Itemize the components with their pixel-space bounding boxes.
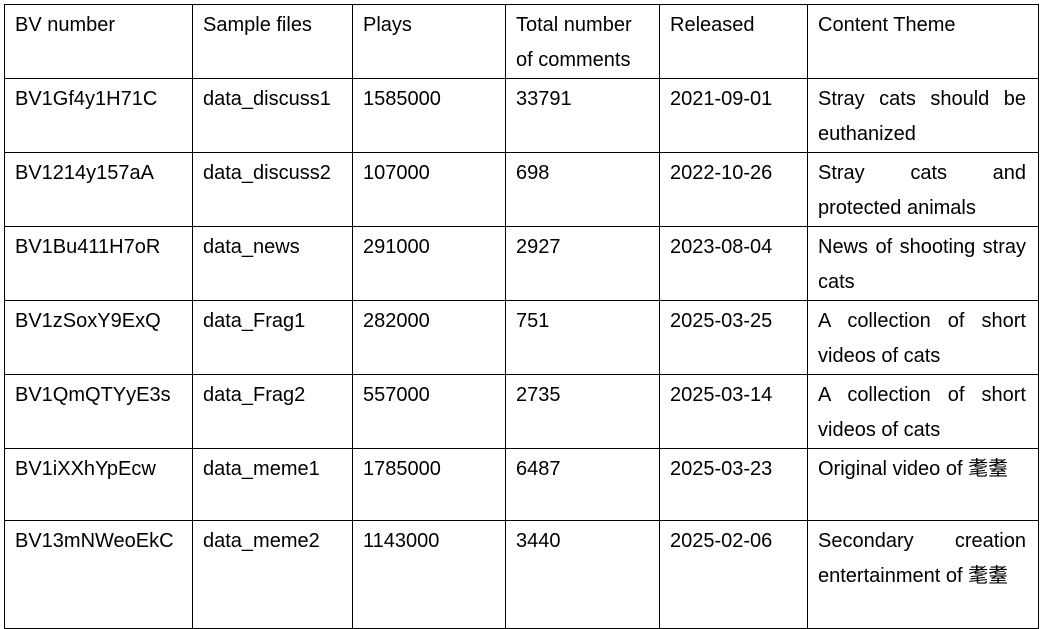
header-total-comments: Total number of comments	[505, 4, 660, 79]
cell-bv-number: BV13mNWeoEkC	[4, 520, 193, 629]
table-row: BV1iXXhYpEcw data_meme1 1785000 6487 202…	[4, 448, 1039, 521]
cell-content-theme: Secondary creation entertainment of 耄耋	[807, 520, 1039, 629]
cell-released: 2025-02-06	[659, 520, 808, 629]
video-samples-table: BV number Sample files Plays Total numbe…	[4, 4, 1039, 629]
cell-sample-file: data_Frag2	[192, 374, 353, 449]
cell-comments: 3440	[505, 520, 660, 629]
cell-comments: 698	[505, 152, 660, 227]
cell-sample-file: data_meme2	[192, 520, 353, 629]
cell-plays: 291000	[352, 226, 506, 301]
cell-content-theme: Original video of 耄耋	[807, 448, 1039, 521]
header-bv-number: BV number	[4, 4, 193, 79]
header-sample-files: Sample files	[192, 4, 353, 79]
cell-comments: 2735	[505, 374, 660, 449]
table-row: BV1Gf4y1H71C data_discuss1 1585000 33791…	[4, 78, 1039, 153]
cell-plays: 1585000	[352, 78, 506, 153]
cell-bv-number: BV1214y157aA	[4, 152, 193, 227]
cell-released: 2025-03-25	[659, 300, 808, 375]
cell-released: 2022-10-26	[659, 152, 808, 227]
header-released: Released	[659, 4, 808, 79]
cell-sample-file: data_meme1	[192, 448, 353, 521]
table-row: BV1zSoxY9ExQ data_Frag1 282000 751 2025-…	[4, 300, 1039, 375]
cell-comments: 2927	[505, 226, 660, 301]
cell-plays: 1143000	[352, 520, 506, 629]
cell-bv-number: BV1iXXhYpEcw	[4, 448, 193, 521]
cell-plays: 107000	[352, 152, 506, 227]
cell-plays: 282000	[352, 300, 506, 375]
cell-released: 2025-03-23	[659, 448, 808, 521]
cell-sample-file: data_news	[192, 226, 353, 301]
cell-content-theme: A collection of short videos of cats	[807, 300, 1039, 375]
cell-bv-number: BV1zSoxY9ExQ	[4, 300, 193, 375]
cell-released: 2023-08-04	[659, 226, 808, 301]
cell-content-theme: Stray cats should be euthanized	[807, 78, 1039, 153]
cell-content-theme: A collection of short videos of cats	[807, 374, 1039, 449]
cell-comments: 751	[505, 300, 660, 375]
table-row: BV13mNWeoEkC data_meme2 1143000 3440 202…	[4, 520, 1039, 629]
table-row: BV1214y157aA data_discuss2 107000 698 20…	[4, 152, 1039, 227]
header-plays: Plays	[352, 4, 506, 79]
header-content-theme: Content Theme	[807, 4, 1039, 79]
cell-comments: 6487	[505, 448, 660, 521]
table-header-row: BV number Sample files Plays Total numbe…	[4, 4, 1039, 79]
cell-plays: 1785000	[352, 448, 506, 521]
cell-bv-number: BV1Bu411H7oR	[4, 226, 193, 301]
table-row: BV1Bu411H7oR data_news 291000 2927 2023-…	[4, 226, 1039, 301]
cell-sample-file: data_Frag1	[192, 300, 353, 375]
cell-sample-file: data_discuss2	[192, 152, 353, 227]
cell-plays: 557000	[352, 374, 506, 449]
cell-released: 2021-09-01	[659, 78, 808, 153]
cell-bv-number: BV1QmQTYyE3s	[4, 374, 193, 449]
cell-sample-file: data_discuss1	[192, 78, 353, 153]
cell-content-theme: Stray cats and protected animals	[807, 152, 1039, 227]
cell-released: 2025-03-14	[659, 374, 808, 449]
cell-comments: 33791	[505, 78, 660, 153]
cell-content-theme: News of shooting stray cats	[807, 226, 1039, 301]
cell-bv-number: BV1Gf4y1H71C	[4, 78, 193, 153]
table-row: BV1QmQTYyE3s data_Frag2 557000 2735 2025…	[4, 374, 1039, 449]
